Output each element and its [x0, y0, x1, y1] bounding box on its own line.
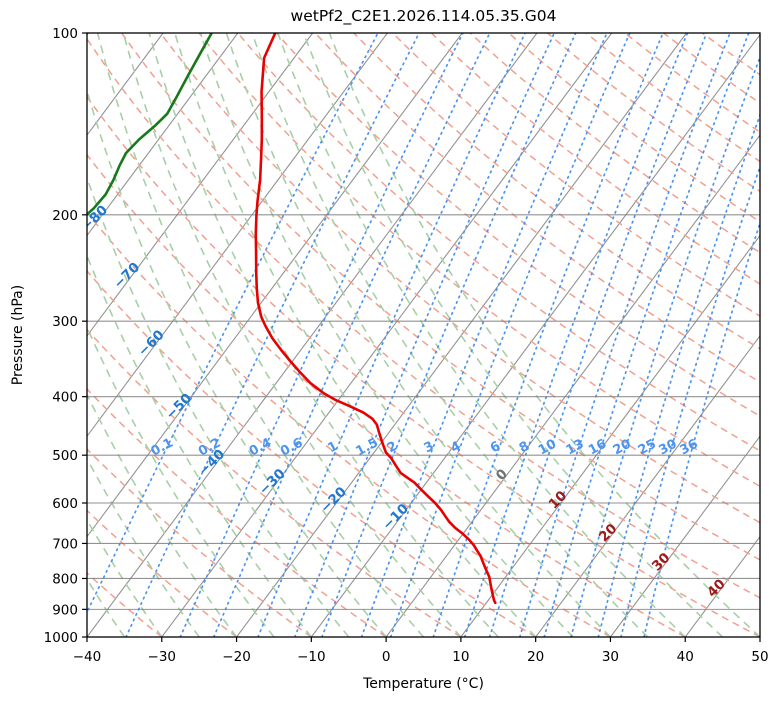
pressure-gridlines: [87, 214, 760, 638]
mixing-ratio-label: 13: [564, 437, 587, 459]
y-tick-label: 600: [52, 496, 78, 512]
y-tick-label: 300: [52, 314, 78, 330]
x-tick-label: 50: [751, 649, 768, 665]
mixing-ratio-label: 20: [611, 437, 634, 459]
x-tick-label: 20: [527, 649, 544, 665]
y-axis: 100 200 300 400 500 600 700 800 900 1000: [44, 26, 87, 646]
mixing-ratio-label: 10: [536, 437, 559, 459]
mixing-ratio-label: 16: [586, 437, 609, 459]
page-title: wetPf2_C2E1.2026.114.05.35.G04: [291, 7, 557, 26]
mixing-ratio-label: 36: [678, 437, 701, 459]
x-tick-label: 40: [677, 649, 694, 665]
x-axis: −40 −30 −20 −10 0 10 20 30 40 50: [73, 637, 769, 665]
y-tick-label: 700: [52, 536, 78, 552]
y-tick-label: 500: [52, 448, 78, 464]
y-tick-label: 900: [52, 602, 78, 618]
x-tick-label: −40: [73, 649, 102, 665]
mixing-ratio-label: 25: [636, 437, 659, 459]
x-tick-label: 0: [382, 649, 391, 665]
x-tick-label: −20: [222, 649, 251, 665]
y-tick-label: 800: [52, 571, 78, 587]
x-tick-label: 30: [602, 649, 619, 665]
y-tick-label: 200: [52, 208, 78, 224]
y-axis-label: Pressure (hPa): [10, 285, 26, 385]
temperature-curve: [254, 33, 497, 605]
x-tick-label: −30: [148, 649, 177, 665]
x-tick-label: 10: [452, 649, 469, 665]
x-tick-label: −10: [297, 649, 326, 665]
y-tick-label: 1000: [44, 630, 78, 646]
plot-frame: [86, 32, 761, 638]
y-tick-label: 100: [52, 26, 78, 42]
x-axis-label: Temperature (°C): [362, 676, 484, 692]
mixing-ratio-label: 30: [657, 437, 680, 459]
y-tick-label: 400: [52, 390, 78, 406]
